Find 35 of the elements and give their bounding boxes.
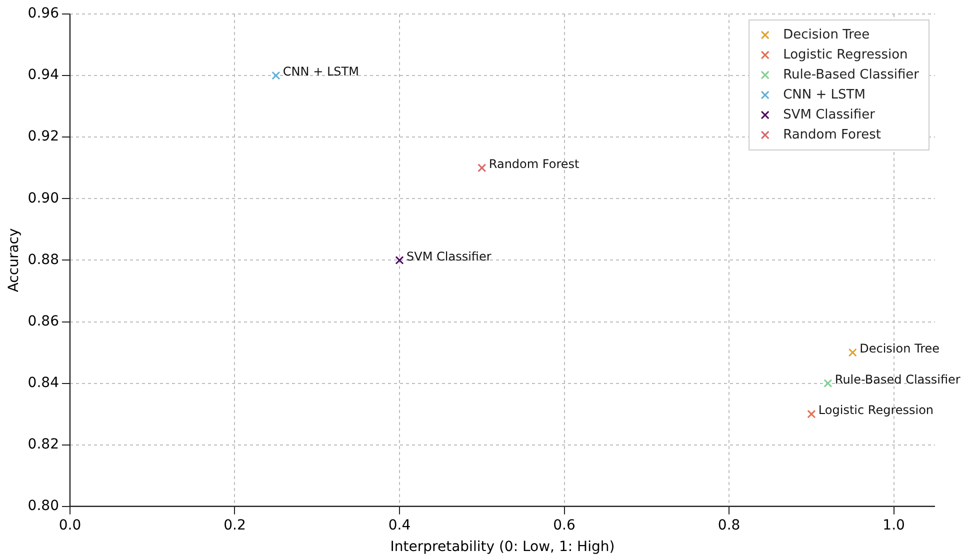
x-tick-label: 0.8 (718, 517, 740, 534)
annotation: Decision Tree (860, 342, 940, 356)
x-tick-label: 1.0 (882, 517, 905, 534)
legend-label: CNN + LSTM (783, 87, 866, 102)
annotation: CNN + LSTM (282, 64, 359, 79)
legend-label: Rule-Based Classifier (783, 67, 920, 82)
point (848, 348, 857, 357)
y-tick-label: 0.94 (28, 67, 60, 84)
y-tick-label: 0.92 (28, 128, 59, 145)
point (478, 164, 486, 172)
y-tick-label: 0.84 (28, 374, 60, 391)
x-tick-label: 0.0 (58, 517, 82, 534)
annotation: SVM Classifier (406, 249, 492, 264)
y-tick-label: 0.96 (28, 6, 60, 22)
point (807, 410, 816, 418)
annotation: Random Forest (488, 157, 580, 171)
y-axis-title: Accuracy (6, 228, 22, 292)
point (824, 379, 832, 388)
y-tick-label: 0.82 (28, 436, 59, 452)
legend-label: Logistic Regression (783, 47, 908, 62)
y-tick-label: 0.90 (28, 190, 59, 206)
legend-label: SVM Classifier (783, 107, 876, 122)
y-tick-label: 0.88 (28, 252, 59, 268)
annotation: Rule-Based Classifier (834, 372, 960, 386)
x-tick-label: 0.4 (388, 517, 411, 534)
legend-label: Decision Tree (783, 27, 870, 42)
point (395, 256, 404, 264)
y-tick-label: 0.80 (28, 498, 59, 514)
point (272, 71, 280, 80)
y-tick-label: 0.86 (28, 313, 60, 330)
x-axis-title: Interpretability (0: Low, 1: High) (390, 539, 615, 556)
annotation: Logistic Regression (818, 403, 934, 418)
x-tick-label: 0.6 (553, 517, 576, 534)
x-tick-label: 0.2 (224, 517, 246, 534)
legend-label: Random Forest (783, 127, 881, 142)
